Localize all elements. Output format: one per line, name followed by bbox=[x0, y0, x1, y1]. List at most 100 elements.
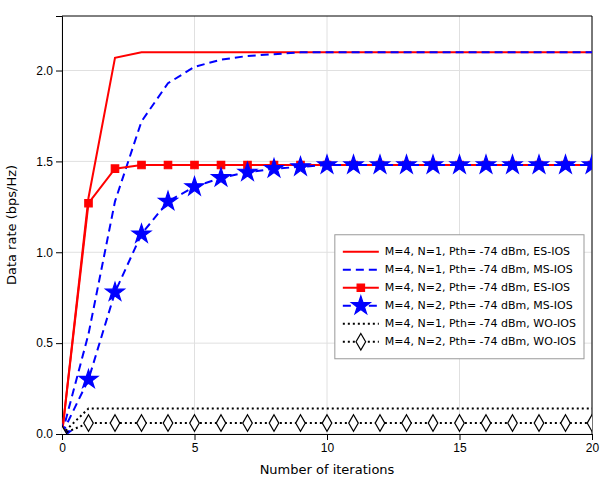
y-tick-mark bbox=[56, 71, 62, 72]
legend-label: M=4, N=1, Pth= -74 dBm, ES-IOS bbox=[385, 245, 570, 258]
series-marker bbox=[477, 155, 496, 173]
legend-box bbox=[335, 235, 584, 359]
y-tick-mark bbox=[56, 434, 62, 435]
legend: M=4, N=1, Pth= -74 dBm, ES-IOS M=4, N=1, … bbox=[335, 235, 584, 359]
series-marker bbox=[132, 224, 151, 242]
y-tick-mark bbox=[56, 161, 62, 162]
series-marker bbox=[106, 282, 125, 300]
x-axis: 0 5 10 15 20 bbox=[59, 434, 599, 455]
y-axis: 0.0 0.5 1.0 1.5 2.0 bbox=[36, 17, 62, 442]
y-tick-label: 0.0 bbox=[36, 427, 53, 441]
series-marker bbox=[556, 155, 575, 173]
y-tick-label: 1.0 bbox=[36, 246, 53, 260]
series-marker bbox=[137, 415, 147, 432]
legend-marker bbox=[351, 296, 370, 314]
x-tick-mark bbox=[327, 434, 328, 440]
y-tick-label: 1.5 bbox=[36, 155, 53, 169]
series-marker bbox=[111, 165, 118, 172]
series-marker bbox=[265, 159, 284, 177]
series-marker bbox=[84, 415, 94, 432]
x-tick-label: 20 bbox=[586, 441, 600, 455]
legend-label: M=4, N=2, Pth= -74 dBm, MS-IOS bbox=[385, 299, 573, 312]
legend-label: M=4, N=1, Pth= -74 dBm, WO-IOS bbox=[385, 317, 576, 330]
y-axis-title: Data rate (bps/Hz) bbox=[4, 165, 19, 285]
x-tick: 20 bbox=[586, 434, 600, 455]
y-tick-mark bbox=[56, 343, 62, 344]
series-marker bbox=[349, 415, 359, 432]
series-marker bbox=[375, 415, 385, 432]
series-marker bbox=[397, 155, 416, 173]
series-marker bbox=[159, 191, 178, 209]
series-marker bbox=[424, 155, 443, 173]
series-marker bbox=[561, 415, 571, 432]
legend-swatch bbox=[343, 269, 379, 271]
x-grid-line bbox=[592, 16, 593, 434]
x-tick: 10 bbox=[321, 434, 335, 455]
plot: 0 5 10 15 20 0.0 0.5 1.0 1.5 2.0 bbox=[36, 16, 601, 455]
x-grid-line bbox=[327, 16, 328, 434]
series-marker bbox=[481, 415, 491, 432]
x-tick: 0 bbox=[59, 434, 66, 455]
y-grid-line bbox=[62, 70, 592, 71]
series-marker bbox=[428, 415, 438, 432]
series-line bbox=[62, 165, 592, 434]
series-marker bbox=[163, 415, 173, 432]
series-line bbox=[62, 409, 592, 434]
series-marker bbox=[503, 155, 522, 173]
series-marker bbox=[164, 161, 171, 168]
series-marker bbox=[243, 415, 253, 432]
series-marker bbox=[185, 177, 204, 195]
series-marker bbox=[583, 155, 592, 173]
x-tick: 15 bbox=[453, 434, 467, 455]
legend-marker bbox=[357, 284, 364, 291]
series-marker bbox=[534, 415, 544, 432]
legend-marker bbox=[356, 333, 366, 350]
legend-label: M=4, N=2, Pth= -74 dBm, ES-IOS bbox=[385, 281, 570, 294]
x-tick-label: 10 bbox=[321, 441, 335, 455]
series-marker bbox=[110, 415, 120, 432]
x-tick: 5 bbox=[192, 434, 199, 455]
y-tick-label: 0.5 bbox=[36, 336, 53, 350]
y-tick: 0.0 bbox=[36, 427, 62, 441]
y-tick: 1.5 bbox=[36, 155, 62, 169]
x-axis-line bbox=[63, 435, 593, 441]
series-marker bbox=[212, 168, 231, 186]
series-line bbox=[62, 165, 592, 434]
y-tick: 1.0 bbox=[36, 246, 62, 260]
series-marker bbox=[296, 415, 306, 432]
series-marker bbox=[216, 415, 226, 432]
y-tick-mark bbox=[56, 252, 62, 253]
x-tick-label: 5 bbox=[192, 441, 199, 455]
series-marker bbox=[508, 415, 518, 432]
x-tick-label: 15 bbox=[453, 441, 467, 455]
y-tick-label: 2.0 bbox=[36, 64, 53, 78]
series-marker bbox=[79, 370, 98, 388]
x-tick-mark bbox=[460, 434, 461, 440]
series-marker bbox=[530, 155, 549, 173]
series-marker bbox=[450, 155, 469, 173]
series-marker bbox=[85, 199, 92, 206]
series-marker bbox=[291, 157, 310, 175]
series-line bbox=[62, 52, 592, 434]
legend-label: M=4, N=1, Pth= -74 dBm, MS-IOS bbox=[385, 263, 573, 276]
legend-swatch bbox=[343, 323, 379, 325]
series-marker bbox=[318, 155, 337, 173]
series-marker bbox=[371, 155, 390, 173]
grid bbox=[62, 16, 592, 434]
series-marker bbox=[190, 415, 200, 432]
series-marker bbox=[344, 155, 363, 173]
x-grid-line bbox=[194, 16, 195, 434]
series-marker bbox=[322, 415, 332, 432]
series-marker bbox=[587, 415, 592, 432]
series-marker bbox=[191, 161, 198, 168]
x-tick-mark bbox=[195, 434, 196, 440]
legend-swatch bbox=[343, 251, 379, 253]
frame-right bbox=[592, 16, 593, 434]
x-tick-mark bbox=[592, 434, 593, 440]
series-marker bbox=[269, 415, 279, 432]
y-tick: 0.5 bbox=[36, 336, 62, 350]
x-axis-title: Number of iterations bbox=[260, 462, 395, 477]
series-marker bbox=[62, 426, 67, 434]
series-line bbox=[62, 52, 592, 434]
series-marker bbox=[455, 415, 465, 432]
